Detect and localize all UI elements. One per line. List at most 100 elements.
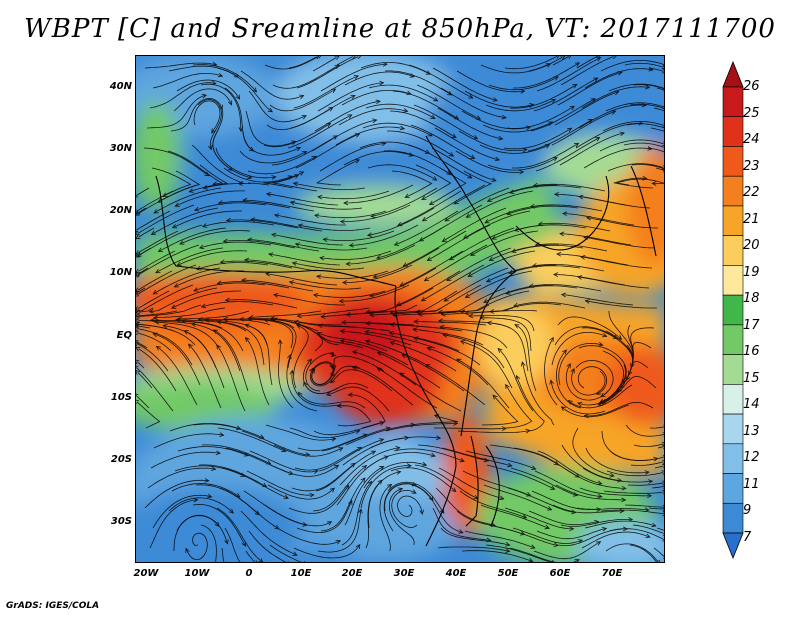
streamline-arrow	[595, 137, 601, 142]
streamline-arrow	[586, 215, 592, 221]
streamline	[342, 264, 413, 283]
streamline	[482, 121, 553, 133]
streamline	[528, 57, 563, 72]
streamline	[212, 127, 252, 179]
streamline-arrow	[188, 188, 194, 193]
streamline-arrow	[203, 317, 210, 323]
streamline-arrow	[399, 125, 406, 131]
streamline-arrow	[514, 324, 520, 329]
streamline	[418, 304, 490, 315]
streamline	[265, 424, 336, 441]
streamline-arrow	[562, 211, 568, 217]
streamline	[505, 285, 578, 295]
streamline	[314, 100, 381, 132]
streamline	[609, 450, 664, 461]
streamline	[394, 210, 459, 246]
streamline-arrow	[136, 341, 139, 347]
streamline	[392, 90, 459, 120]
streamline	[605, 102, 664, 112]
colorbar-bottom-arrow	[722, 532, 744, 560]
streamline	[369, 307, 442, 316]
streamline	[296, 323, 364, 349]
streamline	[270, 464, 339, 477]
streamline	[191, 144, 245, 184]
streamline	[288, 56, 317, 69]
streamline	[317, 82, 384, 112]
lon-label-30e: 30E	[393, 568, 415, 579]
streamline	[137, 270, 173, 291]
streamline	[465, 450, 536, 470]
streamline	[388, 488, 415, 546]
streamline-arrow	[289, 200, 296, 206]
streamline-arrow	[550, 485, 556, 490]
streamline-arrow	[661, 64, 664, 70]
streamline	[455, 150, 524, 173]
streamline-arrow	[408, 152, 414, 157]
streamline	[346, 304, 418, 316]
streamline-arrow	[397, 487, 404, 492]
streamline	[136, 284, 194, 312]
streamline	[352, 351, 417, 386]
lat-label-40n: 40N	[109, 81, 132, 92]
streamline	[514, 224, 587, 231]
streamline	[297, 434, 368, 451]
streamline	[278, 339, 294, 409]
lon-label-10w: 10W	[184, 568, 210, 579]
streamline-arrow	[468, 313, 474, 319]
streamline-arrow	[325, 122, 332, 128]
streamline-arrow	[297, 391, 303, 397]
streamline-arrow	[196, 265, 202, 271]
colorbar-swatch	[722, 235, 744, 266]
streamline	[575, 359, 614, 398]
streamline-arrow	[241, 541, 247, 547]
streamline	[240, 70, 304, 100]
colorbar-label-9: 9	[743, 503, 752, 518]
streamline-arrow	[486, 320, 492, 326]
colorbar-label-16: 16	[743, 344, 760, 359]
streamline	[557, 71, 623, 106]
streamline	[290, 201, 363, 210]
streamline	[600, 509, 664, 515]
streamline	[245, 337, 270, 406]
streamline	[295, 133, 360, 169]
streamline-arrow	[136, 322, 141, 327]
streamline-arrow	[647, 479, 654, 484]
streamline	[578, 345, 627, 384]
streamline-arrow	[309, 367, 314, 373]
streamline-arrow	[185, 547, 190, 553]
streamline-arrow	[567, 127, 573, 133]
streamline	[437, 107, 503, 140]
streamline-arrow	[345, 312, 351, 317]
streamline	[505, 384, 533, 429]
streamline-arrow	[519, 169, 525, 175]
streamline	[296, 56, 359, 89]
streamline-arrow	[244, 257, 250, 263]
streamline-arrow	[193, 497, 199, 503]
streamline-arrow	[467, 272, 473, 277]
streamline-arrow	[216, 344, 221, 350]
streamline-arrow	[423, 276, 430, 282]
lon-label-20w: 20W	[133, 568, 159, 579]
streamline	[267, 484, 335, 500]
streamline-arrow	[258, 558, 264, 562]
streamline	[536, 57, 601, 92]
streamline-arrow	[292, 181, 299, 187]
streamline-arrow	[421, 195, 427, 201]
streamline	[581, 531, 651, 549]
streamline	[264, 56, 319, 70]
streamline-arrow	[183, 330, 189, 335]
streamline-arrow	[136, 230, 140, 236]
streamline-arrow	[553, 272, 559, 277]
streamline	[136, 367, 174, 412]
streamline-arrow	[219, 432, 225, 437]
streamline-arrow	[376, 367, 382, 372]
streamline-arrow	[395, 301, 402, 307]
streamline	[147, 467, 216, 489]
streamline-arrow	[193, 287, 199, 292]
streamline	[577, 276, 650, 289]
colorbar-swatch	[722, 116, 744, 147]
streamline	[137, 267, 149, 275]
streamline	[434, 127, 500, 161]
streamline-arrow	[136, 228, 139, 232]
streamline	[389, 332, 460, 352]
